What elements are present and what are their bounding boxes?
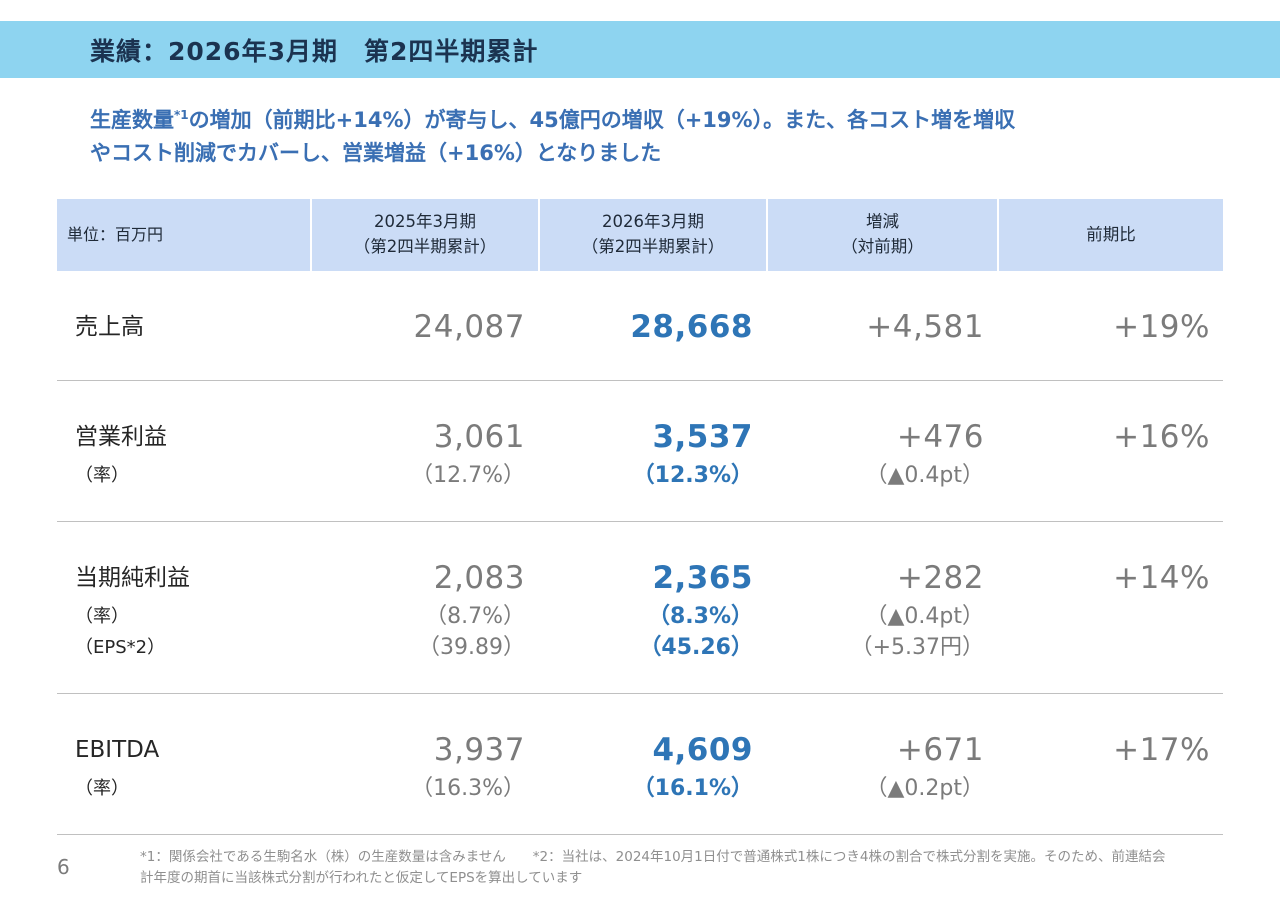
prev-period-label: 2025年3月期 — [374, 212, 476, 232]
row-sublabel: （率） — [75, 778, 129, 800]
change-value-cell: +476 （▲0.4pt） — [768, 415, 997, 491]
change-subvalue: （▲0.4pt） — [865, 463, 985, 489]
slide-footer: 6 *1：関係会社である生駒名水（株）の生産数量は含みません *2：当社は、20… — [57, 847, 1223, 889]
change-value-cell: +671 （▲0.2pt） — [768, 728, 997, 804]
yoy-value: +16% — [1113, 419, 1210, 456]
curr-value: 28,668 — [630, 309, 753, 346]
slide-subtitle: 生産数量*1の増加（前期比+14%）が寄与し、45億円の増収（+19%）。また、… — [90, 104, 1210, 169]
curr-value-cell: 28,668 — [540, 305, 766, 350]
row-label: 営業利益 — [75, 424, 167, 451]
header-unit-cell: 単位：百万円 — [57, 199, 310, 272]
change-value: +476 — [896, 419, 984, 456]
curr-value: 2,365 — [652, 560, 753, 597]
curr-subvalue: （16.1%） — [632, 776, 753, 802]
prev-period-sublabel: （第2四半期累計） — [353, 237, 497, 257]
yoy-value-cell: +17% — [999, 728, 1223, 804]
slide: 業績：2026年3月期 第2四半期累計 生産数量*1の増加（前期比+14%）が寄… — [0, 21, 1280, 889]
change-value-cell: +282 （▲0.4pt） （+5.37円） — [768, 556, 997, 663]
page-title: 業績：2026年3月期 第2四半期累計 — [90, 36, 539, 66]
curr-value: 3,537 — [652, 419, 753, 456]
change-sublabel: （対前期） — [841, 237, 924, 257]
prev-value: 24,087 — [413, 309, 525, 346]
header-change-cell: 増減 （対前期） — [768, 199, 997, 272]
curr-subvalue: （12.3%） — [632, 463, 753, 489]
curr-subvalue: （8.3%） — [647, 604, 753, 630]
table-row-sales: 売上高 24,087 28,668 +4,581 +19% — [57, 271, 1223, 380]
table-row-net-income: 当期純利益 （率） （EPS*2） 2,083 （8.7%） （39.89） 2… — [57, 521, 1223, 693]
yoy-value-cell: +19% — [999, 305, 1223, 350]
yoy-value-cell: +14% — [999, 556, 1223, 663]
change-label: 増減 — [866, 212, 899, 232]
results-table: 単位：百万円 2025年3月期 （第2四半期累計） 2026年3月期 （第2四半… — [57, 199, 1223, 836]
subtitle-text-3: やコスト削減でカバーし、営業増益（+16%）となりました — [90, 140, 662, 165]
page-number: 6 — [57, 855, 70, 880]
yoy-label: 前期比 — [1086, 224, 1136, 244]
curr-value: 4,609 — [652, 732, 753, 769]
prev-subvalue-eps: （39.89） — [418, 635, 525, 661]
table-header-row: 単位：百万円 2025年3月期 （第2四半期累計） 2026年3月期 （第2四半… — [57, 199, 1223, 272]
row-label: 当期純利益 — [75, 565, 190, 592]
row-label-cell: EBITDA （率） — [57, 728, 310, 804]
curr-value-cell: 3,537 （12.3%） — [540, 415, 766, 491]
change-value: +282 — [896, 560, 984, 597]
table-body: 売上高 24,087 28,668 +4,581 +19% 営業利益 — [57, 271, 1223, 836]
title-bar: 業績：2026年3月期 第2四半期累計 — [0, 21, 1280, 78]
yoy-value-cell: +16% — [999, 415, 1223, 491]
row-label: EBITDA — [75, 737, 160, 764]
prev-value: 3,061 — [433, 419, 525, 456]
prev-subvalue: （8.7%） — [425, 604, 525, 630]
prev-value-cell: 2,083 （8.7%） （39.89） — [312, 556, 538, 663]
change-value-cell: +4,581 — [768, 305, 997, 350]
subtitle-footnote-ref: *1 — [174, 108, 189, 122]
prev-value-cell: 3,937 （16.3%） — [312, 728, 538, 804]
row-label-cell: 当期純利益 （率） （EPS*2） — [57, 556, 310, 663]
prev-subvalue: （12.7%） — [411, 463, 525, 489]
prev-value: 2,083 — [433, 560, 525, 597]
footnote-text: *1：関係会社である生駒名水（株）の生産数量は含みません *2：当社は、2024… — [140, 849, 1166, 887]
change-value: +671 — [896, 732, 984, 769]
curr-period-sublabel: （第2四半期累計） — [581, 237, 725, 257]
prev-value-cell: 3,061 （12.7%） — [312, 415, 538, 491]
row-label: 売上高 — [75, 314, 144, 341]
change-value: +4,581 — [866, 309, 984, 346]
prev-value: 3,937 — [433, 732, 525, 769]
yoy-value: +14% — [1113, 560, 1210, 597]
row-label-cell: 営業利益 （率） — [57, 415, 310, 491]
curr-period-label: 2026年3月期 — [602, 212, 704, 232]
subtitle-text-2: の増加（前期比+14%）が寄与し、45億円の増収（+19%）。また、各コスト増を… — [188, 108, 1016, 132]
change-subvalue: （▲0.2pt） — [865, 776, 985, 802]
subtitle-text-1: 生産数量 — [90, 108, 174, 132]
header-yoy-cell: 前期比 — [999, 199, 1223, 272]
table-row-operating-profit: 営業利益 （率） 3,061 （12.7%） 3,537 （12.3%） +47… — [57, 380, 1223, 521]
row-sublabel: （率） — [75, 606, 129, 628]
curr-value-cell: 2,365 （8.3%） （45.26） — [540, 556, 766, 663]
yoy-value: +17% — [1113, 732, 1210, 769]
curr-subvalue-eps: （45.26） — [639, 635, 753, 661]
change-subvalue: （▲0.4pt） — [865, 604, 985, 630]
curr-value-cell: 4,609 （16.1%） — [540, 728, 766, 804]
yoy-value: +19% — [1113, 309, 1210, 346]
row-label-cell: 売上高 — [57, 305, 310, 350]
unit-label: 単位：百万円 — [67, 225, 164, 245]
prev-value-cell: 24,087 — [312, 305, 538, 350]
header-prev-period-cell: 2025年3月期 （第2四半期累計） — [312, 199, 538, 272]
change-subvalue-eps: （+5.37円） — [850, 635, 984, 661]
row-sublabel: （率） — [75, 465, 129, 487]
table-row-ebitda: EBITDA （率） 3,937 （16.3%） 4,609 （16.1%） +… — [57, 693, 1223, 834]
prev-subvalue: （16.3%） — [411, 776, 525, 802]
row-sublabel-eps: （EPS*2） — [75, 637, 166, 659]
header-curr-period-cell: 2026年3月期 （第2四半期累計） — [540, 199, 766, 272]
